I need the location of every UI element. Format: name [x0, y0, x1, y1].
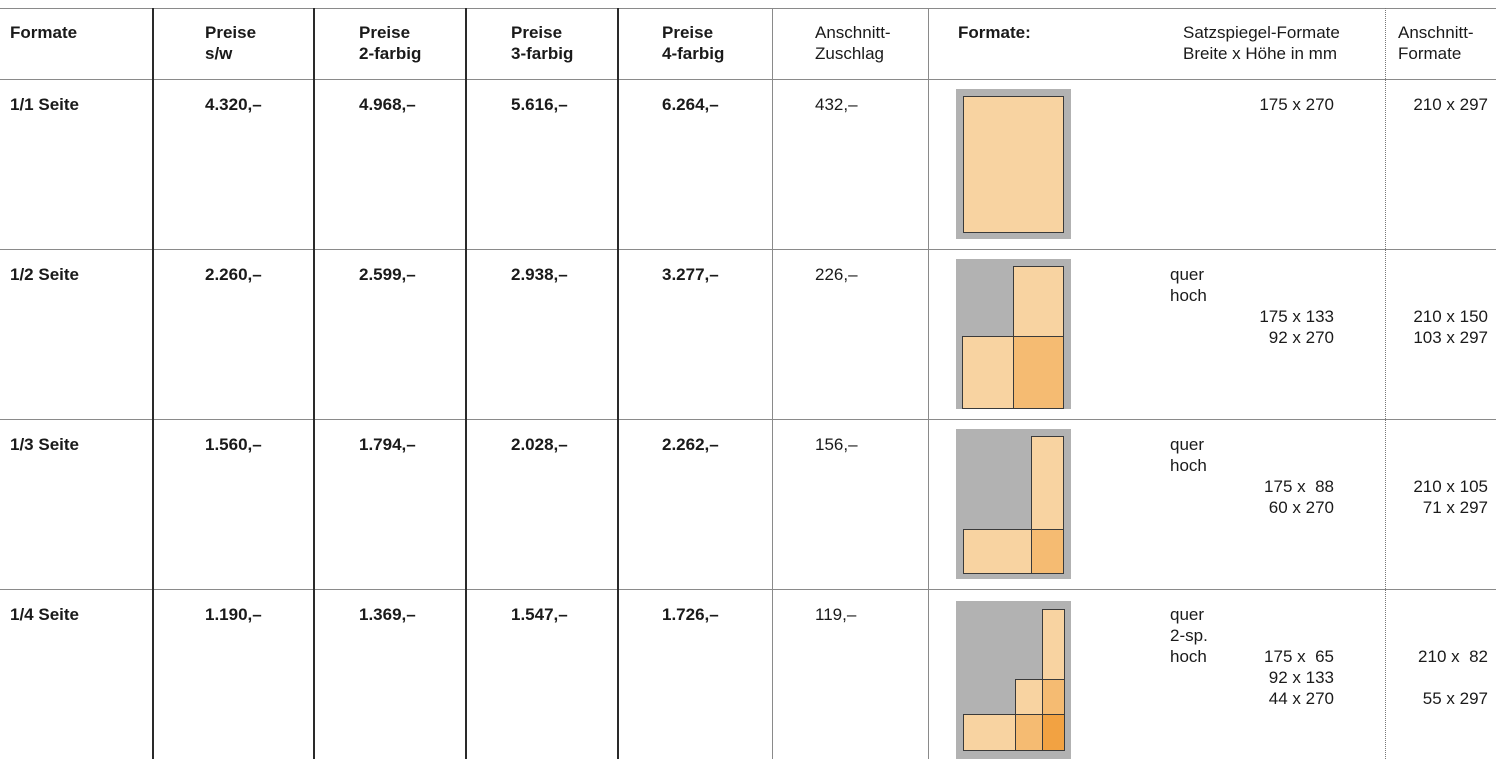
ad-area-quarter-2sp — [1015, 679, 1044, 716]
anschnitt-zuschlag: 119,– — [815, 605, 857, 624]
header-anschnitt-zuschlag: Anschnitt- Zuschlag — [815, 23, 891, 63]
anschnitt-formats: 210 x 150 103 x 297 — [1413, 307, 1488, 347]
price-sw: 1.560,– — [205, 435, 262, 454]
ad-area-half-overlap — [1013, 336, 1064, 409]
row-rule-2 — [0, 419, 1496, 420]
ad-area-half-quer-left — [962, 336, 1014, 409]
col-divider-6 — [928, 8, 929, 759]
price-sw: 2.260,– — [205, 265, 262, 284]
price-4farbig: 1.726,– — [662, 605, 719, 624]
satzspiegel-sizes: 175 x 65 92 x 133 44 x 270 — [1264, 647, 1334, 708]
row-rule-3 — [0, 589, 1496, 590]
header-rule — [0, 79, 1496, 80]
col-divider-2 — [313, 8, 315, 759]
price-sw: 1.190,– — [205, 605, 262, 624]
price-3farbig: 1.547,– — [511, 605, 568, 624]
format-thumbnail-full — [956, 89, 1071, 239]
header-formate-colon: Formate: — [958, 23, 1031, 42]
header-preis-3farbig: Preise 3-farbig — [511, 23, 574, 63]
price-2farbig: 2.599,– — [359, 265, 416, 284]
header-preis-sw: Preise s/w — [205, 23, 257, 63]
price-sw: 4.320,– — [205, 95, 262, 114]
anschnitt-formats: 210 x 105 71 x 297 — [1413, 477, 1488, 517]
price-2farbig: 4.968,– — [359, 95, 416, 114]
ad-area-quarter-2sp-overlap — [1042, 679, 1065, 716]
ad-area-quarter-triple-overlap — [1042, 714, 1065, 751]
header-preis-4farbig: Preise 4-farbig — [662, 23, 725, 63]
row-format: 1/3 Seite — [10, 435, 79, 454]
price-4farbig: 6.264,– — [662, 95, 719, 114]
col-divider-3 — [465, 8, 467, 759]
anschnitt-formats: 210 x 82 55 x 297 — [1418, 647, 1488, 708]
col-divider-7 — [1385, 8, 1386, 759]
satzspiegel-size: 175 x 270 — [1259, 95, 1334, 114]
col-divider-1 — [152, 8, 154, 759]
anschnitt-zuschlag: 432,– — [815, 95, 858, 114]
top-rule — [0, 8, 1496, 9]
price-2farbig: 1.369,– — [359, 605, 416, 624]
row-rule-1 — [0, 249, 1496, 250]
price-4farbig: 2.262,– — [662, 435, 719, 454]
row-format: 1/2 Seite — [10, 265, 79, 284]
header-satzspiegel: Satzspiegel-Formate Breite x Höhe in mm — [1183, 23, 1340, 63]
header-preis-2farbig: Preise 2-farbig — [359, 23, 422, 63]
satzspiegel-labels: quer 2-sp. hoch — [1170, 605, 1208, 666]
format-thumbnail-third — [956, 429, 1071, 579]
satzspiegel-labels: quer hoch — [1170, 265, 1207, 305]
ad-area-third-quer — [963, 529, 1033, 574]
ad-area-third-hoch — [1031, 436, 1064, 531]
col-divider-4 — [617, 8, 619, 759]
ad-area-quarter-quer-overlap — [1015, 714, 1044, 751]
ad-area-full — [963, 96, 1064, 233]
col-divider-5 — [772, 8, 773, 759]
format-thumbnail-quarter — [956, 601, 1071, 759]
price-2farbig: 1.794,– — [359, 435, 416, 454]
satzspiegel-labels: quer hoch — [1170, 435, 1207, 475]
ad-area-third-overlap — [1031, 529, 1064, 574]
anschnitt-zuschlag: 156,– — [815, 435, 858, 454]
satzspiegel-sizes: 175 x 88 60 x 270 — [1264, 477, 1334, 517]
anschnitt-format: 210 x 297 — [1413, 95, 1488, 114]
price-4farbig: 3.277,– — [662, 265, 719, 284]
ad-area-quarter-hoch — [1042, 609, 1065, 682]
satzspiegel-sizes: 175 x 133 92 x 270 — [1259, 307, 1334, 347]
row-format: 1/1 Seite — [10, 95, 79, 114]
price-3farbig: 2.938,– — [511, 265, 568, 284]
price-3farbig: 2.028,– — [511, 435, 568, 454]
price-3farbig: 5.616,– — [511, 95, 568, 114]
header-formate: Formate — [10, 23, 78, 42]
format-thumbnail-half — [956, 259, 1071, 409]
anschnitt-zuschlag: 226,– — [815, 265, 858, 284]
ad-area-quarter-quer — [963, 714, 1017, 751]
row-format: 1/4 Seite — [10, 605, 79, 624]
header-anschnitt-formate: Anschnitt- Formate — [1398, 23, 1474, 63]
ad-area-half-hoch-top — [1013, 266, 1064, 338]
